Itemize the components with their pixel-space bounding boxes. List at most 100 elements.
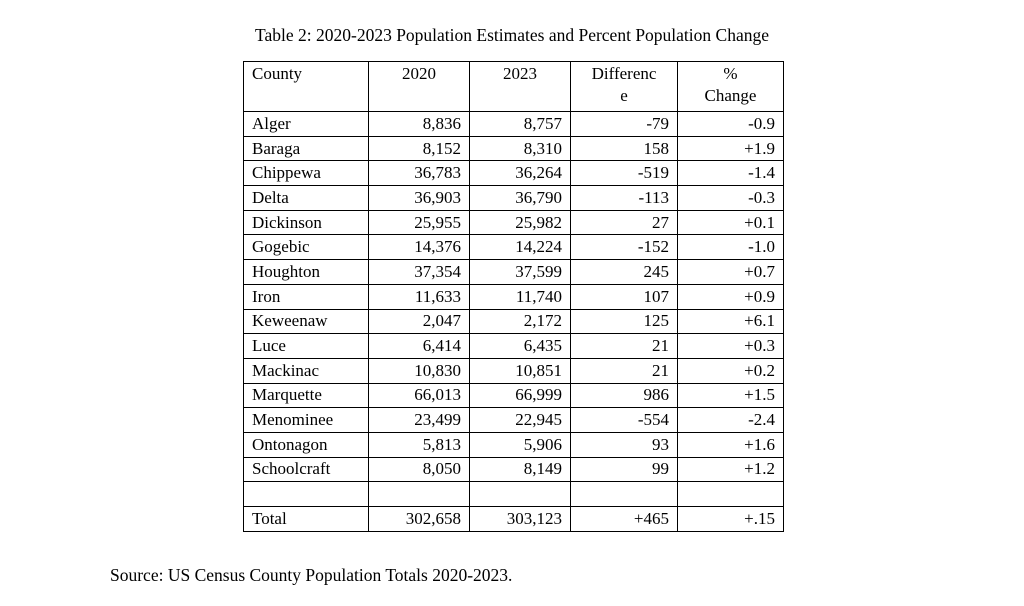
table-row: Delta 36,903 36,790 -113 -0.3 — [243, 185, 784, 211]
table-cell — [243, 481, 369, 507]
table-cell: Iron — [243, 283, 369, 310]
table-row: Luce 6,414 6,435 21 +0.3 — [243, 333, 784, 359]
table-cell: Total — [243, 506, 369, 532]
table-cell: +1.9 — [677, 135, 784, 162]
header-cell: Differenc e — [570, 61, 678, 112]
table-cell: -519 — [570, 160, 678, 187]
table-row: Mackinac 10,830 10,851 21 +0.2 — [243, 357, 784, 384]
table-cell: 66,999 — [469, 382, 571, 409]
table-cell: 8,149 — [469, 456, 571, 483]
table-cell: Chippewa — [243, 160, 369, 187]
table-cell: 37,599 — [469, 259, 571, 285]
table-cell: 6,414 — [368, 333, 470, 359]
table-cell: Ontonagon — [243, 431, 369, 458]
table-cell: Marquette — [243, 382, 369, 409]
table-cell: -1.0 — [677, 234, 784, 261]
table-cell: 10,851 — [469, 357, 571, 384]
table-cell: 8,836 — [368, 111, 470, 137]
table-cell: 36,903 — [368, 185, 470, 211]
table-row — [243, 481, 784, 507]
table-cell: +0.3 — [677, 333, 784, 359]
table-cell: -0.3 — [677, 185, 784, 211]
table-row: Dickinson 25,955 25,982 27 +0.1 — [243, 209, 784, 236]
source-note: Source: US Census County Population Tota… — [110, 565, 513, 585]
table-cell: 93 — [570, 431, 678, 458]
table-cell: -152 — [570, 234, 678, 261]
table-cell: 107 — [570, 283, 678, 310]
table-cell: 25,955 — [368, 209, 470, 236]
header-cell: 2020 — [368, 61, 470, 112]
table-cell: 8,050 — [368, 456, 470, 483]
table-row: Ontonagon 5,813 5,906 93 +1.6 — [243, 431, 784, 458]
table-cell: 21 — [570, 333, 678, 359]
table-cell — [368, 481, 470, 507]
table-cell — [570, 481, 678, 507]
table-cell: Luce — [243, 333, 369, 359]
table-row: Keweenaw 2,047 2,172 125 +6.1 — [243, 308, 784, 335]
table-cell: 27 — [570, 209, 678, 236]
table-cell: +1.5 — [677, 382, 784, 409]
table-cell: 36,264 — [469, 160, 571, 187]
table-cell — [677, 481, 784, 507]
table-row: Marquette 66,013 66,999 986 +1.5 — [243, 382, 784, 409]
table-cell: 5,906 — [469, 431, 571, 458]
population-table: County 2020 2023 Differenc e% Change Alger 8… — [243, 61, 784, 532]
header-cell: 2023 — [469, 61, 571, 112]
table-body: Alger 8,836 8,757 -79 -0.9 Baraga 8,152 8,310 15… — [243, 111, 784, 532]
table-cell: 25,982 — [469, 209, 571, 236]
table-cell: 36,790 — [469, 185, 571, 211]
table-cell: Keweenaw — [243, 308, 369, 335]
table-row: Menominee 23,499 22,945 -554 -2.4 — [243, 407, 784, 433]
table-cell: 245 — [570, 259, 678, 285]
table-row: Alger 8,836 8,757 -79 -0.9 — [243, 111, 784, 137]
table-cell: 23,499 — [368, 407, 470, 433]
table-row: Schoolcraft 8,050 8,149 99 +1.2 — [243, 456, 784, 483]
table-cell: 2,047 — [368, 308, 470, 335]
table-row: Iron 11,633 11,740 107 +0.9 — [243, 283, 784, 310]
table-cell: 5,813 — [368, 431, 470, 458]
table-cell: 6,435 — [469, 333, 571, 359]
table-cell: Gogebic — [243, 234, 369, 261]
table-cell: 22,945 — [469, 407, 571, 433]
table-cell: 8,310 — [469, 135, 571, 162]
table-cell: -554 — [570, 407, 678, 433]
table-cell: +.15 — [677, 506, 784, 532]
header-row: County 2020 2023 Differenc e% Change — [243, 61, 784, 112]
table-row: Gogebic 14,376 14,224 -152 -1.0 — [243, 234, 784, 261]
table-cell: Baraga — [243, 135, 369, 162]
table-cell: -2.4 — [677, 407, 784, 433]
table-cell: 158 — [570, 135, 678, 162]
table-row: Chippewa 36,783 36,264 -519 -1.4 — [243, 160, 784, 187]
table-cell: Schoolcraft — [243, 456, 369, 483]
table-cell: Alger — [243, 111, 369, 137]
header-cell: % Change — [677, 61, 784, 112]
table-cell: Menominee — [243, 407, 369, 433]
table-cell: 2,172 — [469, 308, 571, 335]
table-cell: Houghton — [243, 259, 369, 285]
table-cell: 37,354 — [368, 259, 470, 285]
table-cell: +0.7 — [677, 259, 784, 285]
table-cell: +1.2 — [677, 456, 784, 483]
table-cell: 10,830 — [368, 357, 470, 384]
table-title: Table 2: 2020-2023 Population Estimates … — [255, 25, 769, 45]
table-cell: +1.6 — [677, 431, 784, 458]
table-row: Baraga 8,152 8,310 158 +1.9 — [243, 135, 784, 162]
table-cell: +6.1 — [677, 308, 784, 335]
table-cell: 14,224 — [469, 234, 571, 261]
table-cell: Delta — [243, 185, 369, 211]
total-row: Total 302,658 303,123 +465 +.15 — [243, 506, 784, 532]
table-cell — [469, 481, 571, 507]
table-cell: 14,376 — [368, 234, 470, 261]
table-cell: 8,152 — [368, 135, 470, 162]
table-cell: 302,658 — [368, 506, 470, 532]
table-cell: 11,633 — [368, 283, 470, 310]
table-cell: +0.9 — [677, 283, 784, 310]
table-cell: +0.2 — [677, 357, 784, 384]
table-cell: 125 — [570, 308, 678, 335]
table-cell: 36,783 — [368, 160, 470, 187]
table-cell: +0.1 — [677, 209, 784, 236]
table-cell: 66,013 — [368, 382, 470, 409]
table-cell: 11,740 — [469, 283, 571, 310]
table-cell: -0.9 — [677, 111, 784, 137]
table-cell: -113 — [570, 185, 678, 211]
